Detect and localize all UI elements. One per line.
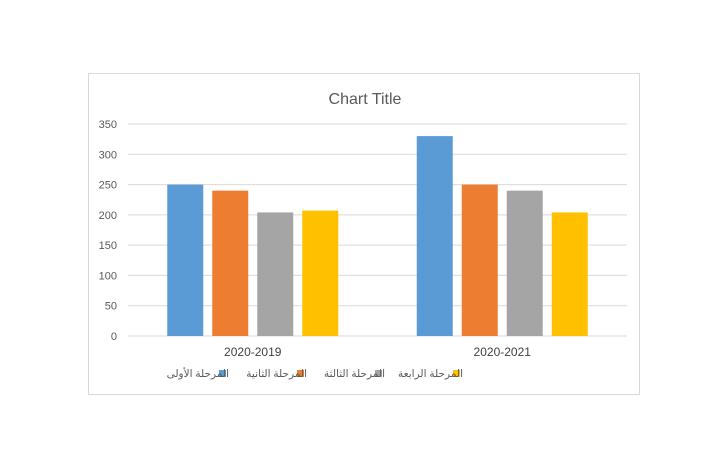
chart-title: Chart Title xyxy=(329,91,402,108)
bar-3-2020-2019 xyxy=(257,212,294,336)
gridlines xyxy=(128,123,627,337)
bar-4-2020-2019 xyxy=(302,210,339,336)
bar-2-2020-2021 xyxy=(461,184,498,336)
legend-label-2: المرحلة الثانية xyxy=(246,368,307,380)
legend: المرحلة الأولى المرحلة الثانية المرحلة الث… xyxy=(167,367,463,380)
chart-frame: Chart Title 0 50 100 150 200 250 300 350 2020-2… xyxy=(88,73,640,395)
y-axis: 0 50 100 150 200 250 300 350 xyxy=(99,119,117,343)
y-tick-label: 250 xyxy=(99,180,117,192)
y-tick-label: 300 xyxy=(99,149,117,161)
bars xyxy=(167,136,588,336)
legend-swatch-1 xyxy=(219,370,226,377)
y-tick-label: 150 xyxy=(99,240,117,252)
y-tick-label: 50 xyxy=(105,301,117,313)
bar-1-2020-2021 xyxy=(416,136,453,336)
y-tick-label: 100 xyxy=(99,270,117,282)
legend-swatch-3 xyxy=(375,370,382,377)
legend-label-4: المرحلة الرابعة xyxy=(398,368,463,380)
bar-3-2020-2021 xyxy=(506,190,543,336)
x-category-label: 2020-2019 xyxy=(224,345,282,359)
x-axis: 2020-2019 2020-2021 xyxy=(224,345,531,359)
y-tick-label: 0 xyxy=(111,331,117,343)
bar-4-2020-2021 xyxy=(551,212,588,336)
legend-label-1: المرحلة الأولى xyxy=(167,367,229,380)
y-tick-label: 200 xyxy=(99,210,117,222)
legend-swatch-4 xyxy=(453,370,460,377)
bar-2-2020-2019 xyxy=(212,190,249,336)
legend-label-3: المرحلة الثالثة xyxy=(324,368,385,380)
y-tick-label: 350 xyxy=(99,119,117,131)
bar-1-2020-2019 xyxy=(167,184,204,336)
bar-chart: Chart Title 0 50 100 150 200 250 300 350 2020-2… xyxy=(99,91,627,380)
x-category-label: 2020-2021 xyxy=(474,345,532,359)
legend-swatch-2 xyxy=(297,370,304,377)
